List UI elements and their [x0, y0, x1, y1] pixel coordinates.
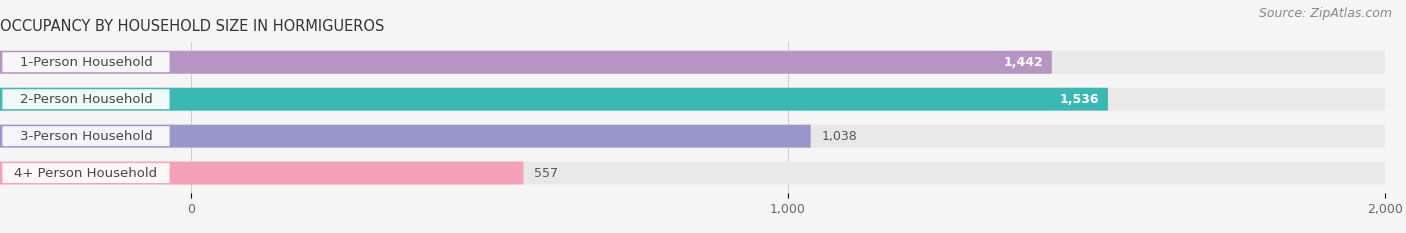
Text: 1,038: 1,038	[821, 130, 858, 143]
FancyBboxPatch shape	[0, 51, 1052, 74]
FancyBboxPatch shape	[0, 162, 523, 185]
FancyBboxPatch shape	[0, 125, 1385, 147]
FancyBboxPatch shape	[0, 88, 1108, 111]
Text: 2-Person Household: 2-Person Household	[20, 93, 152, 106]
FancyBboxPatch shape	[3, 52, 170, 72]
FancyBboxPatch shape	[3, 163, 170, 183]
Text: 557: 557	[534, 167, 558, 180]
Text: Source: ZipAtlas.com: Source: ZipAtlas.com	[1258, 7, 1392, 20]
Text: 1-Person Household: 1-Person Household	[20, 56, 152, 69]
FancyBboxPatch shape	[0, 125, 811, 147]
FancyBboxPatch shape	[0, 51, 1385, 74]
Text: 1,442: 1,442	[1002, 56, 1043, 69]
FancyBboxPatch shape	[0, 88, 1385, 111]
Text: 1,536: 1,536	[1060, 93, 1099, 106]
Text: 4+ Person Household: 4+ Person Household	[14, 167, 157, 180]
FancyBboxPatch shape	[3, 89, 170, 109]
Text: 3-Person Household: 3-Person Household	[20, 130, 152, 143]
FancyBboxPatch shape	[3, 126, 170, 146]
FancyBboxPatch shape	[0, 162, 1385, 185]
Text: OCCUPANCY BY HOUSEHOLD SIZE IN HORMIGUEROS: OCCUPANCY BY HOUSEHOLD SIZE IN HORMIGUER…	[0, 19, 384, 34]
